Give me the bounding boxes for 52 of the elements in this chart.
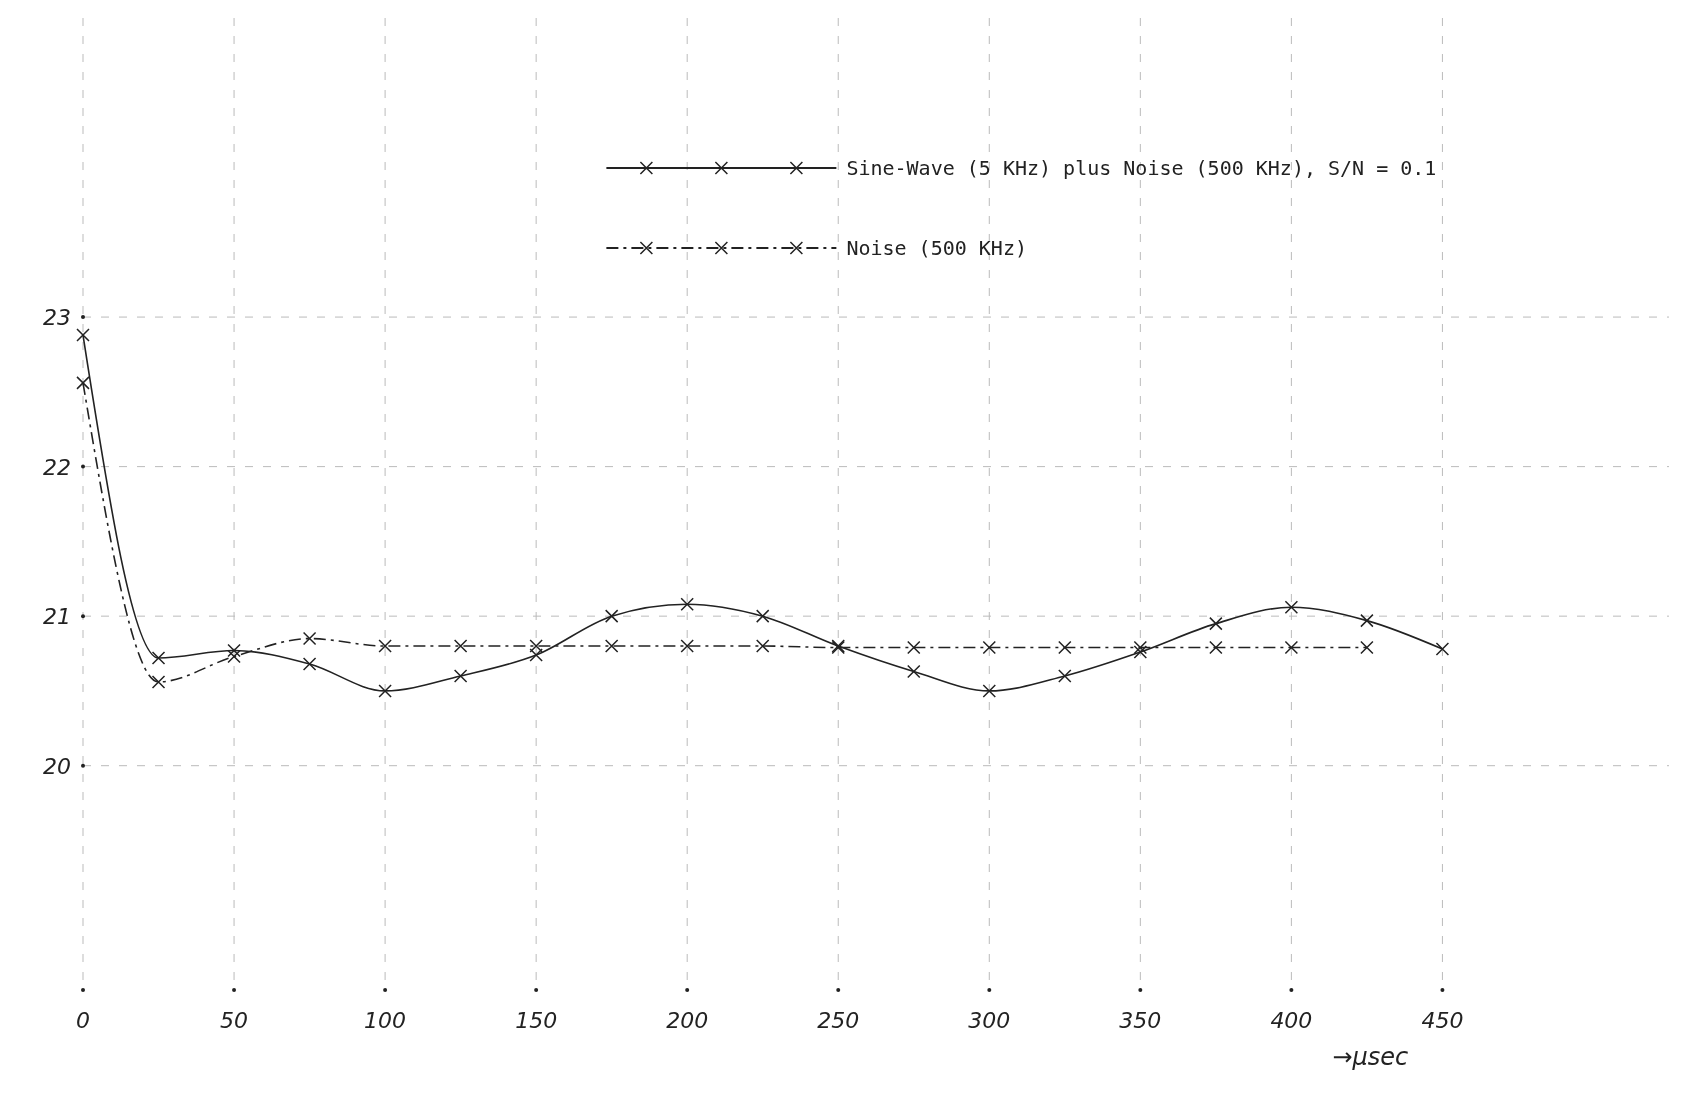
legend-label: Noise (500 KHz) — [846, 236, 1028, 260]
point — [907, 664, 921, 679]
point — [755, 609, 770, 623]
point — [1360, 640, 1374, 655]
point — [604, 639, 619, 653]
point — [982, 640, 997, 655]
point — [604, 609, 619, 623]
x-tick-label: 100 — [364, 1008, 407, 1033]
point — [1360, 613, 1374, 628]
x-tick-label: 50 — [220, 1008, 249, 1033]
point — [302, 631, 317, 646]
point — [982, 684, 997, 698]
point — [1435, 642, 1450, 656]
point — [1133, 645, 1148, 659]
x-tick-label: 450 — [1421, 1008, 1464, 1033]
x-tick-label: 150 — [515, 1008, 558, 1033]
point — [151, 675, 166, 689]
point — [1284, 600, 1299, 614]
y-tick-label: 21 — [43, 604, 71, 630]
x-tick-label: 0 — [76, 1008, 90, 1033]
x-tick-label: 350 — [1119, 1008, 1162, 1033]
point — [680, 639, 694, 653]
x-tick-label: 400 — [1270, 1008, 1313, 1033]
y-tick-label: 23 — [43, 305, 71, 331]
point — [680, 597, 694, 611]
x-tick-label: 250 — [817, 1008, 860, 1033]
point — [1133, 640, 1148, 655]
y-tick-label: 20 — [43, 753, 71, 779]
point — [453, 669, 468, 683]
x-axis-title: →μsec — [1332, 1043, 1409, 1071]
point — [76, 376, 90, 390]
point — [1284, 640, 1299, 655]
point — [378, 639, 392, 653]
point — [529, 639, 543, 653]
point — [907, 640, 921, 655]
point — [1209, 640, 1223, 655]
point — [453, 639, 468, 653]
y-tick-label: 22 — [43, 454, 71, 480]
point — [529, 648, 543, 662]
point — [1058, 669, 1072, 683]
point — [151, 651, 166, 665]
x-tick-label: 200 — [666, 1008, 709, 1033]
point — [302, 657, 317, 671]
x-tick-label: 300 — [968, 1008, 1011, 1033]
point — [378, 684, 392, 698]
point — [76, 328, 90, 342]
point — [1209, 616, 1223, 631]
point — [227, 649, 241, 664]
point — [755, 639, 770, 653]
point — [1058, 640, 1072, 655]
legend-label: Sine-Wave (5 KHz) plus Noise (500 KHz), S/N = 0.1 — [846, 156, 1437, 180]
point — [227, 643, 241, 658]
